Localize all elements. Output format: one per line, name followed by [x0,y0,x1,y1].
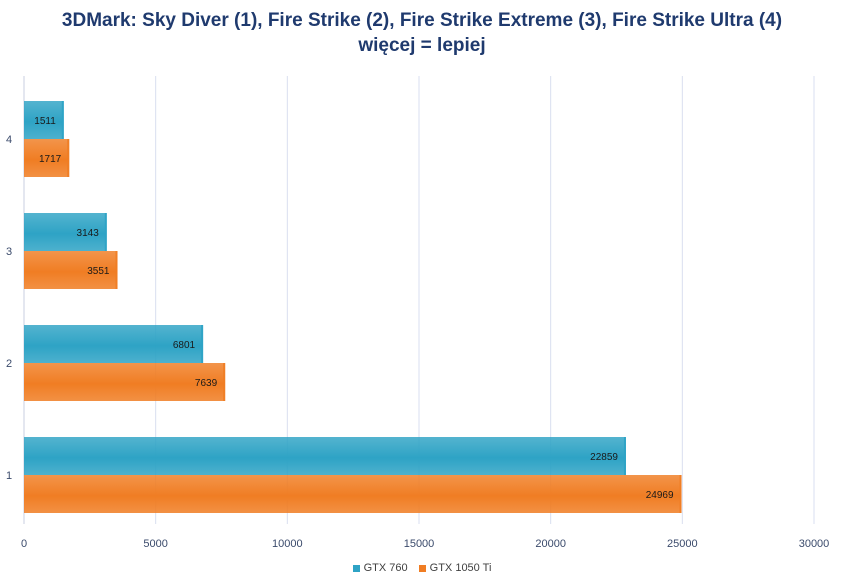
data-label: 1511 [34,116,56,127]
bar-edge [623,437,626,475]
data-label: 22859 [590,452,618,463]
legend-swatch-gtx-1050-ti [418,564,426,572]
bar-edge [61,101,64,139]
legend: GTX 760 GTX 1050 Ti [0,562,844,575]
legend-item-gtx-1050-ti: GTX 1050 Ti [418,562,492,574]
x-tick-label: 5000 [143,538,167,550]
x-tick-label: 25000 [667,538,698,550]
category-label: 4 [6,134,12,146]
bar-edge [679,475,682,513]
bar-gtx-760 [24,437,626,475]
x-tick-label: 0 [21,538,27,550]
x-tick-label: 20000 [535,538,566,550]
bar-gtx-1050-ti [24,251,118,289]
legend-item-gtx-760: GTX 760 [352,562,408,574]
data-label: 7639 [195,378,218,389]
data-label: 24969 [646,490,674,501]
bar-gtx-1050-ti [24,475,682,513]
data-label: 3551 [87,266,110,277]
data-label: 1717 [39,154,62,165]
bar-edge [104,213,107,251]
legend-label-gtx-760: GTX 760 [363,562,408,574]
legend-label-gtx-1050-ti: GTX 1050 Ti [429,562,492,574]
x-tick-label: 30000 [799,538,830,550]
chart-title: 3DMark: Sky Diver (1), Fire Strike (2), … [61,10,783,31]
bar-gtx-760 [24,325,204,363]
bar-gtx-760 [24,213,107,251]
chart-title-block: 3DMark: Sky Diver (1), Fire Strike (2), … [0,8,844,58]
category-label: 2 [6,358,12,370]
x-tick-label: 10000 [272,538,303,550]
bar-gtx-1050-ti [24,139,70,177]
x-tick-label: 15000 [404,538,435,550]
bar-edge [67,139,70,177]
bar-edge [223,363,226,401]
legend-swatch-gtx-760 [352,564,360,572]
category-label: 3 [6,246,12,258]
category-label: 1 [6,470,12,482]
bar-gtx-1050-ti [24,363,226,401]
data-label: 6801 [173,340,196,351]
chart-subtitle: więcej = lepiej [358,35,486,56]
bar-gtx-760 [24,101,64,139]
bar-edge [115,251,118,289]
data-label: 3143 [77,228,100,239]
bar-edge [201,325,204,363]
